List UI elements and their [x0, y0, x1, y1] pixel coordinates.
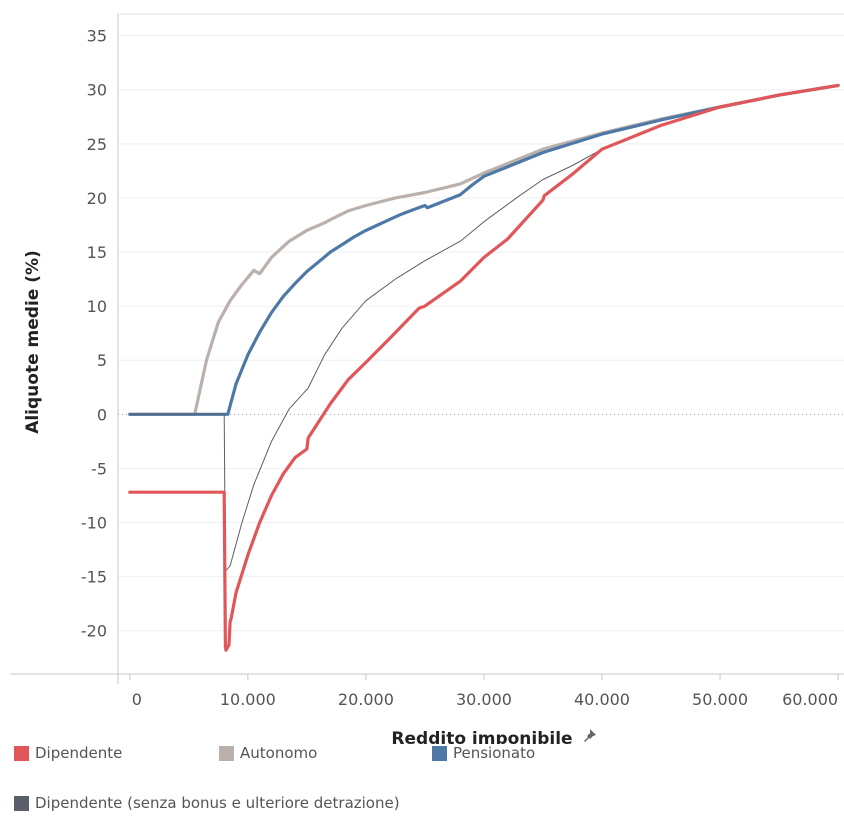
series-line-4 — [128, 83, 840, 652]
y-tick-label: -5 — [91, 459, 107, 478]
series-line-1 — [128, 83, 840, 416]
y-axis-title: Aliquote medie (%) — [23, 250, 43, 434]
x-axis-title: Reddito imponibile — [391, 729, 572, 744]
series-line-2 — [128, 83, 840, 416]
chart: -20 -15 -10 -5 0 5 10 15 20 25 30 35 0 10.000 20.000 3… — [10, 13, 844, 744]
legend-label: Autonomo — [240, 744, 318, 762]
x-tick-label: 40.000 — [574, 690, 630, 709]
legend-label: Pensionato — [453, 744, 536, 762]
y-tick-label: 10 — [87, 297, 107, 316]
legend-swatch — [432, 745, 447, 761]
legend-label: Dipendente — [35, 744, 123, 762]
legend: Dipendente Autonomo Pensionato Dipendente (… — [14, 744, 834, 816]
x-tick-label: 60.000 — [782, 690, 838, 709]
x-tick-label: 10.000 — [220, 690, 276, 709]
legend-label: Dipendente (senza bonus e ulteriore detr… — [35, 794, 400, 812]
x-tick-label: 50.000 — [692, 690, 748, 709]
y-tick-labels: -20 -15 -10 -5 0 5 10 15 20 25 30 35 — [81, 27, 107, 641]
legend-swatch — [14, 745, 29, 761]
x-tick-label: 20.000 — [338, 690, 394, 709]
y-tick-label: 0 — [97, 405, 107, 424]
y-tick-label: 15 — [87, 243, 107, 262]
legend-item[interactable]: Dipendente (senza bonus e ulteriore detr… — [14, 794, 400, 812]
y-tick-label: 20 — [87, 189, 107, 208]
y-tick-label: 25 — [87, 135, 107, 154]
legend-item[interactable]: Pensionato — [432, 744, 535, 762]
y-tick-label: -15 — [81, 568, 107, 587]
y-tick-label: 5 — [97, 351, 107, 370]
grid — [118, 35, 844, 632]
x-tick-label: 30.000 — [456, 690, 512, 709]
legend-item[interactable]: Autonomo — [219, 744, 317, 762]
legend-swatch — [14, 795, 29, 811]
x-tick-label: 0 — [132, 690, 142, 709]
y-tick-label: 30 — [87, 81, 107, 100]
series-line-3 — [129, 84, 839, 572]
legend-swatch — [219, 745, 234, 761]
y-tick-label: 35 — [87, 27, 107, 46]
series-layer — [128, 83, 840, 652]
legend-item[interactable]: Dipendente — [14, 744, 122, 762]
y-tick-label: -10 — [81, 514, 107, 533]
y-tick-label: -20 — [81, 622, 107, 641]
pin-icon[interactable] — [584, 729, 596, 742]
x-tick-labels: 0 10.000 20.000 30.000 40.000 50.000 60.000 — [129, 674, 839, 709]
